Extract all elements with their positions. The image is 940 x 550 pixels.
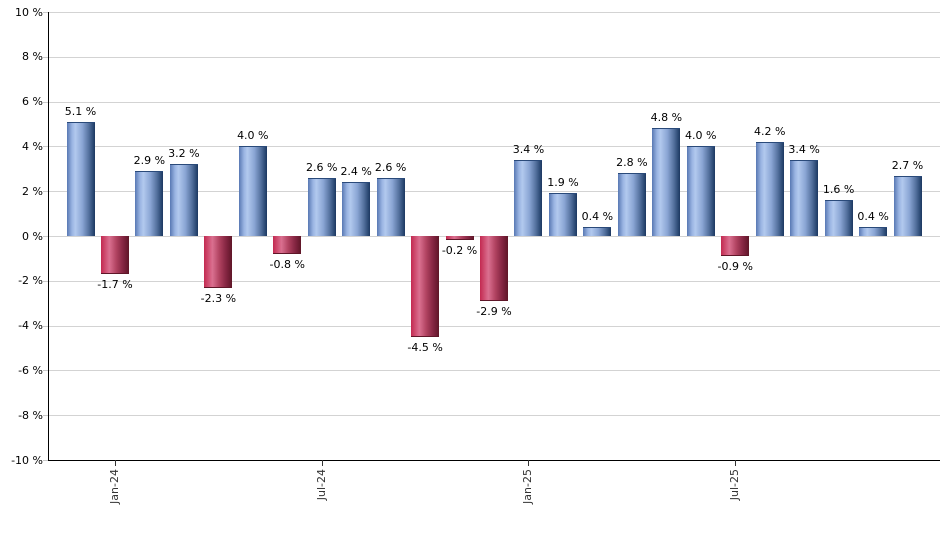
y-axis-tick [43,325,48,327]
bar-value-label: -4.5 % [407,340,443,354]
bar-value-label: 2.9 % [133,154,166,168]
gridline [49,101,940,103]
y-axis-label: 10 % [15,5,43,19]
y-axis-tick [43,460,48,461]
y-axis-tick [43,370,48,372]
bar[interactable] [548,193,577,236]
bar-value-label: 5.1 % [64,104,97,118]
bar[interactable] [273,236,302,254]
bar[interactable] [583,227,612,236]
bar[interactable] [342,182,371,236]
bar-value-label: 0.4 % [581,210,614,224]
x-axis-tick [528,460,530,466]
bar-value-label: 3.4 % [512,142,545,156]
gridline [49,56,940,58]
bar-value-label: 2.8 % [616,156,648,170]
y-axis-label: -4 % [18,319,43,333]
bar[interactable] [238,146,267,236]
y-axis-tick [43,415,48,417]
bar-value-label: -2.3 % [200,291,237,305]
y-axis-tick [43,12,48,13]
bar[interactable] [204,236,233,288]
bar-value-label: 3.2 % [168,147,200,161]
bar[interactable] [893,175,922,236]
bar-value-label: 4.2 % [753,124,786,138]
y-axis-label: 0 % [22,229,43,243]
x-axis-label: Jul-24 [314,469,328,501]
bar[interactable] [859,227,888,236]
gridline [49,415,940,417]
bar-value-label: 0.4 % [857,210,889,224]
bar-value-label: 2.7 % [891,158,924,172]
bar[interactable] [514,159,543,236]
bar-value-label: 2.6 % [374,160,407,174]
bar[interactable] [480,236,509,301]
y-axis-tick [43,280,48,282]
gridline [49,325,940,327]
bar-value-label: -0.8 % [269,257,305,271]
bar[interactable] [824,200,853,236]
bar-value-label: -2.9 % [476,304,512,318]
bar[interactable] [411,236,440,337]
bar-value-label: -0.9 % [717,260,753,274]
bar-value-label: 4.8 % [650,111,683,125]
bar[interactable] [445,236,474,241]
bar[interactable] [135,171,164,236]
bar[interactable] [617,173,646,236]
bar[interactable] [376,177,405,236]
y-axis-line [48,12,49,460]
bar[interactable] [755,141,784,236]
bar[interactable] [652,128,681,236]
bar[interactable] [721,236,750,257]
y-axis-tick [43,56,48,58]
gridline [49,370,940,372]
bar[interactable] [307,177,336,236]
y-axis-tick [43,191,48,193]
bar[interactable] [100,236,129,275]
bar-value-label: 2.4 % [340,165,372,179]
x-axis-tick [735,460,737,466]
gridline [49,191,940,193]
bar[interactable] [169,164,198,236]
x-axis-tick [114,460,116,466]
bar-value-label: 4.0 % [685,129,717,143]
x-axis-label: Jan-25 [521,469,535,504]
y-axis-label: 2 % [22,184,43,198]
y-axis-tick [43,236,48,237]
y-axis-label: -2 % [18,274,43,288]
x-axis-line [48,460,940,461]
bar-value-label: 4.0 % [237,129,269,143]
y-axis-label: 6 % [22,95,43,109]
bar-value-label: 1.9 % [547,176,579,190]
bar[interactable] [790,159,819,236]
bar-value-label: 1.6 % [822,183,855,197]
y-axis-label: -8 % [18,408,43,422]
y-axis-tick [43,101,48,103]
x-axis-label: Jul-25 [728,469,742,501]
bar[interactable] [66,121,95,236]
y-axis-label: 4 % [22,139,43,153]
gridline [49,146,940,148]
y-axis-label: -6 % [18,363,43,377]
y-axis-label: -10 % [11,453,43,467]
x-axis-tick [321,460,323,466]
bar-value-label: 2.6 % [305,160,338,174]
bar-value-label: -0.2 % [441,244,478,258]
x-axis-label: Jan-24 [107,469,121,504]
y-axis-label: 8 % [22,50,43,64]
bar-value-label: 3.4 % [788,142,820,156]
bar[interactable] [686,146,715,236]
y-axis-tick [43,146,48,148]
gridline [49,12,940,13]
bar-value-label: -1.7 % [97,278,133,292]
